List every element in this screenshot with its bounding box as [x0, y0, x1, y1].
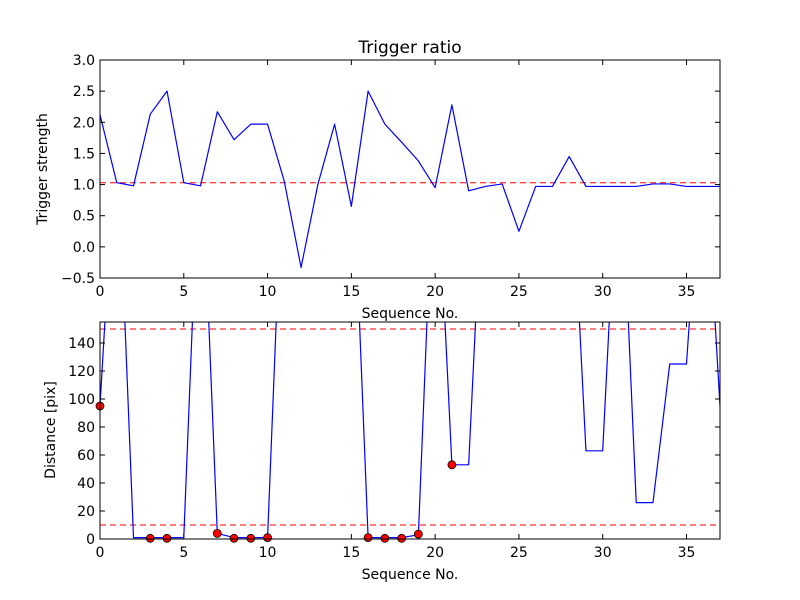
data-point — [413, 529, 423, 539]
x-tick-label: 25 — [510, 284, 528, 300]
y-tick-label: 80 — [77, 420, 95, 436]
plot-area — [100, 322, 720, 539]
plot-content: 0 5 10 15 20 25 30 35 0 20 40 60 80 100 120 140 — [68, 322, 720, 561]
data-point — [380, 533, 390, 543]
x-tick-label: 30 — [594, 545, 612, 561]
x-tick-label: 35 — [678, 284, 696, 300]
y-tick-label: 3.0 — [73, 53, 95, 69]
y-tick-label: 100 — [68, 392, 95, 408]
y-tick-label: 40 — [77, 476, 95, 492]
x-tick-label: 35 — [678, 545, 696, 561]
x-axis-title: Sequence No. — [362, 306, 459, 322]
plot-area — [100, 90, 720, 269]
y-tick-label: 20 — [77, 504, 95, 520]
y-tick-label: 0.0 — [73, 240, 95, 256]
y-tick-label: 2.5 — [73, 84, 95, 100]
x-tick-label: 20 — [426, 284, 444, 300]
chart-title: Trigger ratio — [357, 38, 461, 58]
data-point — [447, 460, 457, 470]
y-tick-label: 2.0 — [73, 115, 95, 131]
x-tick-label: 0 — [96, 284, 105, 300]
x-tick-label: 5 — [179, 284, 188, 300]
data-point — [162, 533, 172, 543]
x-tick-label: 10 — [259, 284, 277, 300]
x-tick-label: 0 — [96, 545, 105, 561]
x-tick-label: 15 — [342, 545, 360, 561]
y-tick-label: 60 — [77, 448, 95, 464]
x-tick-label: 25 — [510, 545, 528, 561]
y-tick-label: 140 — [68, 336, 95, 352]
plot-content: 0 5 10 15 20 25 30 35 −0.5 0.0 0.5 1.0 1.5 2.0 2.5 3.0 — [61, 53, 720, 300]
x-tick-label: 10 — [259, 545, 277, 561]
distance-panel: Sequence No. Distance [pix] 0 5 10 15 20 25 30… — [43, 321, 721, 583]
y-tick-label: 0 — [86, 532, 95, 548]
y-tick-label: 0.5 — [73, 209, 95, 225]
data-point — [397, 533, 407, 543]
y-tick-label: 120 — [68, 364, 95, 380]
y-tick-label: 1.5 — [73, 146, 95, 162]
x-tick-label: 15 — [342, 284, 360, 300]
data-point — [246, 533, 256, 543]
data-point — [229, 533, 239, 543]
axes-frame — [99, 321, 721, 540]
series-line — [100, 322, 720, 539]
y-axis-title: Trigger strength — [35, 113, 51, 226]
y-tick-label: 1.0 — [73, 178, 95, 194]
data-point — [212, 529, 222, 538]
y-axis-title: Distance [pix] — [43, 381, 59, 479]
x-axis-title: Sequence No. — [362, 567, 459, 583]
x-tick-label: 5 — [179, 545, 188, 561]
y-tick-label: −0.5 — [61, 271, 95, 287]
data-point — [145, 533, 155, 543]
data-point — [363, 533, 373, 542]
x-tick-label: 20 — [426, 545, 444, 561]
trigger-ratio-panel: Trigger ratio Sequence No. Trigger stren… — [35, 38, 721, 322]
x-tick-label: 30 — [594, 284, 612, 300]
series-line — [100, 90, 720, 269]
axes-frame — [99, 59, 721, 279]
